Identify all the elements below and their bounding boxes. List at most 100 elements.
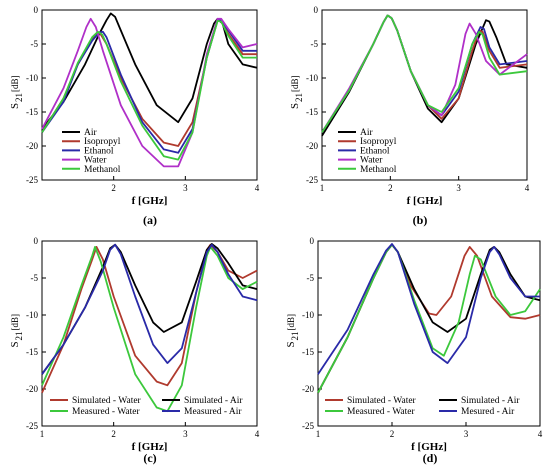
series-line-water <box>41 17 258 168</box>
x-tick-label: 1 <box>320 183 325 193</box>
plot-frame <box>41 240 258 427</box>
y-axis-label-main: S <box>9 341 21 347</box>
panel-label: (b) <box>413 213 428 227</box>
series-line-mesured-air <box>317 243 540 375</box>
legend-label: Air <box>84 128 98 138</box>
x-axis-label: f [GHz] <box>132 195 168 207</box>
y-axis-label-unit: [dB] <box>10 314 20 331</box>
x-axis-label: f [GHz] <box>407 195 443 207</box>
legend-label: Mesured - Air <box>461 407 515 417</box>
panel-c: 0 -5 -10 -15 -20 -251 2 3 4 Simulated - Water Simu… <box>9 236 260 465</box>
y-axis-label-sub: 21 <box>14 332 24 341</box>
legend-label: Measured - Water <box>72 407 140 417</box>
x-tick-label: 1 <box>316 429 321 439</box>
series-line-measured-water <box>41 246 258 413</box>
plot-frame <box>317 240 541 427</box>
panel-a: 0 -5 -10 -15 -20 -25 2 3 4 AirIsopropylEthanolWat… <box>9 5 260 227</box>
y-tick-label: -25 <box>26 421 38 431</box>
legend-label: Measured - Water <box>347 407 415 417</box>
legend: Simulated - Water Simulated - AirMeasured… <box>50 396 243 417</box>
y-tick-label: 0 <box>34 236 39 246</box>
legend-label: Simulated - Water <box>72 396 142 406</box>
x-tick-label: 3 <box>456 183 461 193</box>
y-axis-label-main: S <box>9 103 21 109</box>
y-tick-label: -10 <box>302 310 314 320</box>
series-line-measured-water <box>317 243 541 394</box>
y-axis-label: S21[dB] <box>9 314 24 348</box>
y-axis-label: S21[dB] <box>289 76 304 110</box>
legend-label: Methanol <box>84 165 121 175</box>
y-tick-label: -15 <box>26 107 38 117</box>
panel-label: (a) <box>143 213 157 227</box>
y-tick-label: -20 <box>26 384 38 394</box>
series-line-simulated-air <box>41 243 258 375</box>
legend-label: Isopropyl <box>360 137 397 147</box>
y-tick-label: 0 <box>314 5 319 15</box>
x-tick-label: 4 <box>538 429 543 439</box>
x-tick-label: 2 <box>111 183 116 193</box>
x-axis-label: f [GHz] <box>132 441 168 453</box>
y-axis-label: S21[dB] <box>9 76 24 110</box>
x-tick-label: 3 <box>464 429 469 439</box>
y-tick-label: -5 <box>307 273 315 283</box>
y-tick-label: -10 <box>26 73 38 83</box>
legend-label: Simulated - Air <box>184 396 243 406</box>
y-tick-label: -25 <box>26 175 38 185</box>
plot-frame <box>41 9 258 181</box>
legend-label: Ethanol <box>84 146 114 156</box>
y-tick-label: -5 <box>31 273 39 283</box>
x-tick-label: 3 <box>183 183 188 193</box>
legend-label: Ethanol <box>360 146 390 156</box>
y-axis-label-main: S <box>289 103 301 109</box>
x-tick-label: 2 <box>388 183 393 193</box>
y-tick-label: -25 <box>302 421 314 431</box>
y-tick-label: -5 <box>31 39 39 49</box>
legend-label: Simulated - Water <box>347 396 417 406</box>
y-axis-label: S21[dB] <box>285 314 300 348</box>
series-line-air <box>321 14 528 137</box>
y-tick-label: -20 <box>26 141 38 151</box>
legend-label: Measured - Air <box>184 407 242 417</box>
y-axis-label-main: S <box>285 341 297 347</box>
series-line-simulated-air <box>317 243 541 394</box>
series-line-ethanol <box>321 14 528 133</box>
y-axis-label-unit: [dB] <box>10 76 20 93</box>
y-axis-label-unit: [dB] <box>286 314 296 331</box>
series-line-methanol <box>321 14 528 133</box>
x-tick-label: 2 <box>390 429 395 439</box>
x-axis-label: f [GHz] <box>411 441 447 453</box>
plot-frame <box>321 9 528 181</box>
y-axis-label-sub: 21 <box>294 93 304 102</box>
x-tick-label: 3 <box>183 429 188 439</box>
x-tick-label: 4 <box>525 183 530 193</box>
x-tick-label: 2 <box>111 429 116 439</box>
y-tick-label: -20 <box>302 384 314 394</box>
series-line-water <box>321 14 528 133</box>
y-tick-label: -5 <box>311 39 319 49</box>
legend-label: Water <box>84 156 107 166</box>
series-line-measured-air <box>41 243 258 375</box>
y-axis-label-sub: 21 <box>290 332 300 341</box>
panel-label: (c) <box>143 451 156 465</box>
y-tick-label: -15 <box>302 347 314 357</box>
y-tick-label: -10 <box>306 73 318 83</box>
y-tick-label: 0 <box>310 236 315 246</box>
y-tick-label: -15 <box>306 107 318 117</box>
series-line-isopropyl <box>321 14 528 133</box>
panel-b: 0 -5 -10 -15 -20 -251 2 3 4 AirIsopropylEthanolWa… <box>289 5 530 227</box>
legend-label: Methanol <box>360 165 397 175</box>
legend-label: Isopropyl <box>84 137 121 147</box>
x-tick-label: 4 <box>255 429 260 439</box>
legend-label: Simulated - Air <box>461 396 520 406</box>
y-tick-label: -20 <box>306 141 318 151</box>
x-tick-label: 1 <box>40 429 45 439</box>
legend-label: Water <box>360 156 383 166</box>
legend-label: Air <box>360 128 374 138</box>
y-tick-label: -10 <box>26 310 38 320</box>
y-tick-label: -25 <box>306 175 318 185</box>
legend: Simulated - Water Simulated - Air Measured… <box>325 396 520 417</box>
